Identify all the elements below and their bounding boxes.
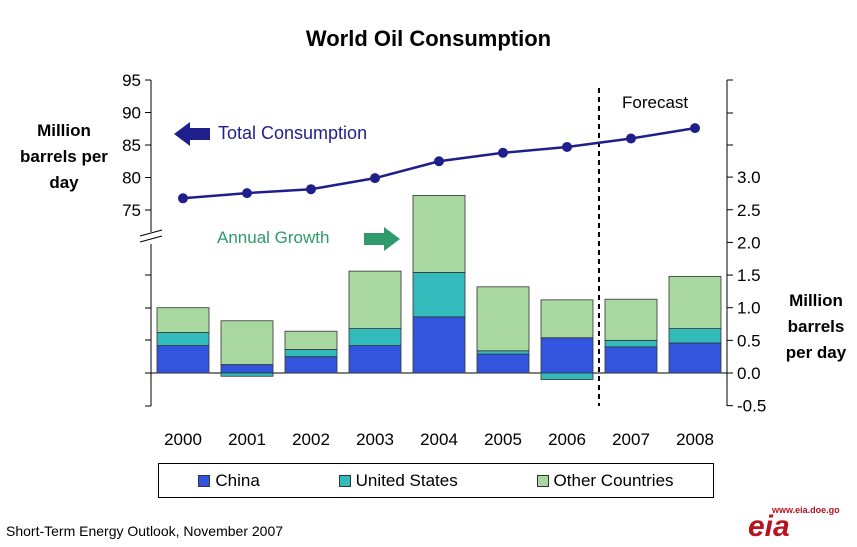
bar-china xyxy=(604,346,658,374)
bar-united-states xyxy=(540,372,594,380)
total-consumption-point xyxy=(242,188,252,199)
bar-united-states xyxy=(476,350,530,355)
chart-title: World Oil Consumption xyxy=(305,26,552,51)
x-tick-label: 2004 xyxy=(420,430,458,449)
right-tick-label: 2.5 xyxy=(737,201,761,220)
total-consumption-point xyxy=(178,193,188,204)
bar-china xyxy=(412,316,466,374)
bar-other-countries xyxy=(540,299,594,339)
total-consumption-point xyxy=(306,184,316,195)
eia-logo: eia xyxy=(748,510,790,543)
x-tick-label: 2006 xyxy=(548,430,586,449)
source-note: Short-Term Energy Outlook, November 2007 xyxy=(6,523,284,539)
x-tick-label: 2002 xyxy=(292,430,330,449)
bar-china xyxy=(348,345,402,374)
legend-item-united-states: United States xyxy=(338,470,458,491)
x-tick-label: 2001 xyxy=(228,430,266,449)
bar-china xyxy=(284,356,338,374)
total-consumption-point xyxy=(626,133,636,144)
legend-swatch-china xyxy=(198,474,211,487)
bar-united-states xyxy=(668,328,722,344)
axis-break-mark-2 xyxy=(139,235,163,243)
right-tick-label: -0.5 xyxy=(737,397,766,416)
legend-swatch-other-countries xyxy=(536,474,549,487)
x-tick-label: 2008 xyxy=(676,430,714,449)
left-tick-label: 90 xyxy=(122,104,141,123)
legend-swatch-united-states xyxy=(338,474,351,487)
left-tick-label: 95 xyxy=(122,71,141,90)
growth-arrow-icon xyxy=(364,227,400,251)
bar-united-states xyxy=(604,339,658,348)
legend-label-united-states: United States xyxy=(355,470,458,490)
bar-united-states xyxy=(156,332,210,346)
bar-other-countries xyxy=(604,298,658,341)
bar-other-countries xyxy=(412,194,466,273)
right-axis-label: Million barrels per day xyxy=(785,291,847,362)
bar-united-states xyxy=(412,272,466,318)
axis-break-mark-1 xyxy=(139,229,163,237)
logo-url: www.eia.doe.go xyxy=(772,505,840,515)
total-consumption-point xyxy=(370,173,380,184)
annual-growth-label: Annual Growth xyxy=(217,228,330,247)
x-tick-label: 2005 xyxy=(484,430,522,449)
x-tick-label: 2000 xyxy=(164,430,202,449)
left-tick-label: 85 xyxy=(122,136,141,155)
forecast-label: Forecast xyxy=(622,93,689,112)
legend-label-other-countries: Other Countries xyxy=(553,470,674,490)
bar-china xyxy=(476,353,530,374)
x-tick-label: 2003 xyxy=(356,430,394,449)
x-tick-label: 2007 xyxy=(612,430,650,449)
bar-other-countries xyxy=(476,286,530,352)
bar-other-countries xyxy=(668,275,722,329)
bar-united-states xyxy=(284,349,338,358)
total-arrow-icon xyxy=(174,122,210,146)
bar-united-states xyxy=(220,372,274,377)
left-tick-label: 80 xyxy=(122,169,141,188)
right-tick-label: 3.0 xyxy=(737,168,761,187)
legend-label-china: China xyxy=(215,470,260,490)
right-tick-label: 1.5 xyxy=(737,266,761,285)
left-axis-label: Million barrels per day xyxy=(20,121,108,192)
total-consumption-point xyxy=(562,141,572,152)
bar-other-countries xyxy=(284,330,338,350)
right-tick-label: 1.0 xyxy=(737,299,761,318)
total-consumption-label: Total Consumption xyxy=(218,123,368,143)
total-consumption-point xyxy=(434,156,444,167)
bar-china xyxy=(220,364,274,374)
total-consumption-point xyxy=(498,147,508,158)
left-tick-label: 75 xyxy=(122,201,141,220)
legend-item-china: China xyxy=(198,470,260,491)
bar-other-countries xyxy=(348,270,402,329)
right-tick-label: 0.5 xyxy=(737,331,761,350)
legend-item-other-countries: Other Countries xyxy=(536,470,674,491)
right-tick-label: 0.0 xyxy=(737,364,761,383)
bar-united-states xyxy=(348,328,402,346)
total-consumption-point xyxy=(690,123,700,134)
bar-other-countries xyxy=(220,320,274,365)
right-tick-label: 2.0 xyxy=(737,233,761,252)
bar-china xyxy=(540,337,594,374)
bar-other-countries xyxy=(156,307,210,333)
bar-china xyxy=(156,345,210,374)
legend: China United States Other Countries xyxy=(158,463,714,498)
bar-china xyxy=(668,342,722,374)
